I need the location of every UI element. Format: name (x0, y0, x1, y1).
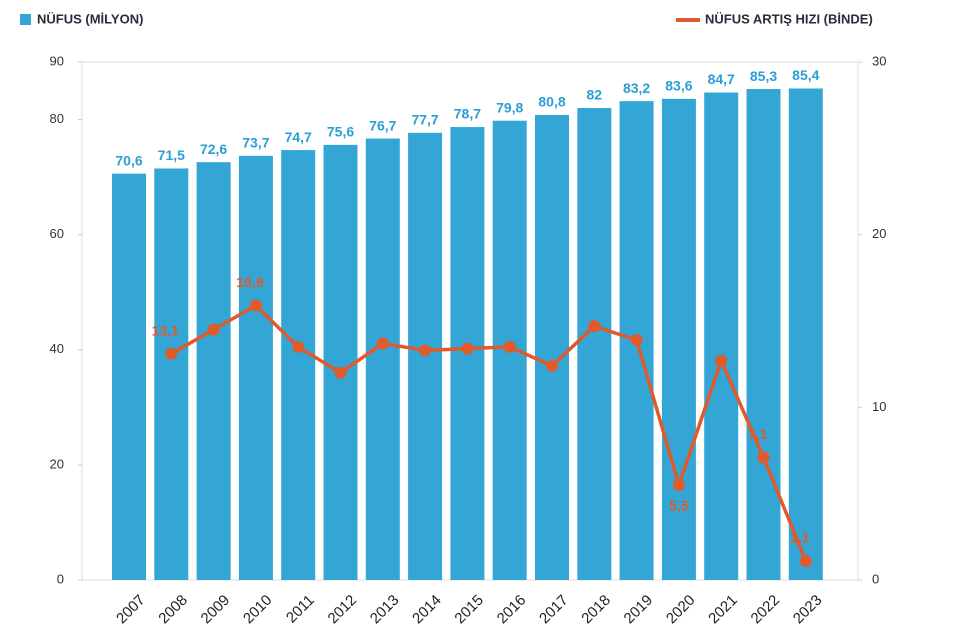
line-point (757, 451, 770, 464)
x-tick-label: 2023 (790, 592, 826, 628)
y2-tick-label: 0 (872, 571, 879, 586)
bar-label: 79,8 (496, 99, 523, 115)
line-label: 5,5 (669, 498, 689, 514)
line-label: 1,1 (790, 530, 810, 546)
x-tick-label: 2020 (663, 592, 699, 628)
line-point (503, 340, 516, 353)
x-tick-label: 2022 (748, 592, 784, 628)
y-tick-label: 90 (50, 53, 64, 68)
y-tick-label: 80 (50, 111, 64, 126)
bar-label: 78,7 (454, 106, 481, 122)
bar (788, 88, 823, 580)
bar-label: 71,5 (158, 147, 185, 163)
line-point (588, 320, 601, 333)
x-tick-label: 2019 (621, 592, 657, 628)
line-point (672, 479, 685, 492)
x-tick-label: 2007 (113, 592, 149, 628)
x-tick-label: 2021 (705, 592, 741, 628)
line-label: 13,1 (152, 323, 179, 339)
line-point (249, 299, 262, 312)
line (170, 303, 808, 562)
bar (196, 162, 231, 580)
bar (535, 114, 569, 580)
x-tick-label: 2015 (451, 592, 487, 628)
line-label: 15,9 (236, 274, 263, 290)
bar-label: 77,7 (411, 111, 438, 127)
line-point (715, 354, 728, 367)
bar-label: 74,7 (285, 129, 312, 145)
bar-label: 73,7 (242, 135, 269, 151)
x-tick-label: 2010 (240, 592, 276, 628)
legend-label: NÜFUS ARTIŞ HIZI (BİNDE) (705, 11, 873, 26)
line-point (207, 323, 220, 336)
bar-label: 75,6 (327, 124, 354, 140)
x-tick-label: 2014 (409, 592, 445, 628)
bar-label: 85,3 (750, 68, 777, 84)
y2-tick-label: 30 (872, 53, 886, 68)
line-point (292, 340, 305, 353)
bar (577, 108, 612, 581)
x-tick-label: 2018 (578, 592, 614, 628)
y2-tick-label: 10 (872, 399, 886, 414)
bar (661, 98, 696, 580)
bar-label: 70,6 (115, 152, 142, 168)
x-tick-label: 2011 (283, 592, 318, 627)
bar (704, 92, 739, 580)
line-point (630, 333, 643, 346)
y-tick-label: 40 (50, 341, 64, 356)
line-label: 7,1 (748, 426, 768, 442)
line-point (165, 347, 178, 360)
y2-tick-label: 20 (872, 226, 886, 241)
line-point (419, 344, 432, 357)
y-tick-label: 0 (57, 571, 64, 586)
y-tick-label: 60 (50, 226, 64, 241)
legend-swatch-bar (20, 14, 31, 25)
x-tick-label: 2017 (536, 592, 572, 628)
x-tick-label: 2009 (198, 592, 234, 628)
bar-label: 80,8 (538, 94, 565, 110)
bar-label: 83,6 (665, 78, 692, 94)
x-tick-label: 2013 (367, 592, 403, 628)
x-tick-label: 2016 (494, 592, 530, 628)
bar (281, 150, 316, 580)
bar (365, 138, 400, 580)
bar-label: 84,7 (708, 71, 735, 87)
bar (238, 155, 273, 580)
bar-label: 72,6 (200, 141, 227, 157)
bar-label: 83,2 (623, 80, 650, 96)
x-tick-label: 2012 (325, 592, 361, 628)
x-tick-label: 2008 (155, 592, 191, 628)
line-point (546, 359, 558, 372)
legend-label: NÜFUS (MİLYON) (37, 11, 143, 26)
bar-label: 76,7 (369, 117, 396, 133)
bar (746, 89, 781, 580)
bar-label: 85,4 (792, 67, 819, 83)
line-point (799, 555, 812, 568)
bar (154, 168, 189, 580)
bar (323, 144, 358, 580)
line-point (376, 337, 389, 350)
bar-label: 82 (587, 87, 603, 103)
y-tick-label: 20 (50, 456, 64, 471)
bar (408, 132, 443, 580)
line-point (461, 342, 474, 355)
bar (112, 173, 146, 580)
line-point (334, 366, 347, 379)
